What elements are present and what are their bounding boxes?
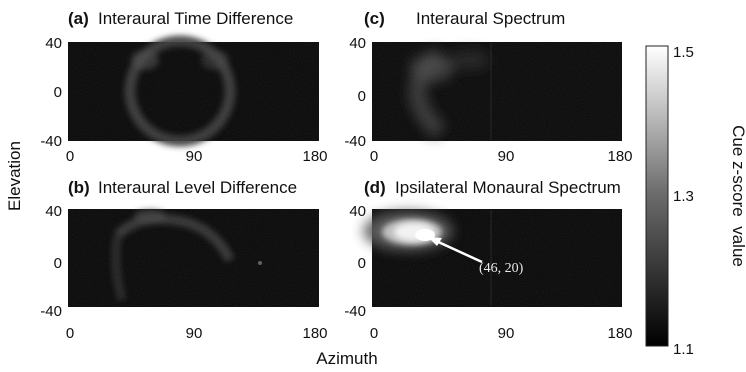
- panel-d-title: Ipsilateral Monaural Spectrum: [395, 178, 621, 197]
- panel-b-letter: (b): [68, 178, 90, 197]
- colorbar-gradient: [645, 45, 669, 347]
- panel-d-ytick-minus40: -40: [344, 303, 366, 320]
- panel-c-ytick-0: 0: [358, 88, 366, 105]
- y-axis-label: Elevation: [5, 141, 24, 211]
- panel-b-ytick-40: 40: [45, 203, 62, 220]
- colorbar-tick-1-5: 1.5: [673, 44, 694, 61]
- panel-d-letter: (d): [364, 178, 386, 197]
- colorbar-label: Cue z-score value: [729, 125, 746, 267]
- panel-c-title: Interaural Spectrum: [416, 9, 565, 28]
- panel-b-ytick-minus40: -40: [40, 303, 62, 320]
- panel-a-ytick-40: 40: [45, 35, 62, 52]
- panel-d-xtick-90: 90: [498, 325, 515, 342]
- panel-c-ytick-40: 40: [349, 35, 366, 52]
- panel-b: (b) Interaural Level Difference 40 0 -40…: [40, 178, 327, 342]
- panel-d-ytick-0: 0: [358, 255, 366, 272]
- colorbar: 1.5 1.3 1.1 Cue z-score value: [645, 44, 746, 358]
- panel-d: (d) Ipsilateral Monaural Spectrum (46, 2…: [344, 178, 632, 342]
- panel-a-xtick-180: 180: [302, 148, 327, 165]
- panel-d-xtick-0: 0: [370, 325, 378, 342]
- panel-c-ytick-minus40: -40: [344, 133, 366, 150]
- panel-a-xtick-90: 90: [186, 148, 203, 165]
- panel-a-title: Interaural Time Difference: [98, 9, 293, 28]
- panel-b-xtick-90: 90: [186, 325, 203, 342]
- panel-a-ytick-minus40: -40: [40, 133, 62, 150]
- panel-a-letter: (a): [68, 9, 89, 28]
- panel-c-xtick-180: 180: [607, 148, 632, 165]
- panel-c-xtick-90: 90: [498, 148, 515, 165]
- panel-b-xtick-180: 180: [302, 325, 327, 342]
- colorbar-tick-1-1: 1.1: [673, 341, 694, 358]
- panel-b-xtick-0: 0: [66, 325, 74, 342]
- peak-arrow-head: [428, 237, 442, 246]
- colorbar-tick-1-3: 1.3: [673, 188, 694, 205]
- peak-arrow-line: [433, 238, 483, 264]
- panel-d-ytick-40: 40: [349, 203, 366, 220]
- panel-d-peak-annotation: (46, 20): [428, 237, 524, 276]
- panel-a-xtick-0: 0: [66, 148, 74, 165]
- panel-b-title: Interaural Level Difference: [98, 178, 297, 197]
- panel-a: (a) Interaural Time Difference 40 0 -40 …: [40, 9, 327, 165]
- peak-label: (46, 20): [479, 261, 524, 276]
- panel-d-xtick-180: 180: [607, 325, 632, 342]
- x-axis-label: Azimuth: [316, 349, 377, 368]
- panel-c: (c) Interaural Spectrum 40 0 -40 0 90 18…: [344, 9, 632, 165]
- panel-b-ytick-0: 0: [54, 255, 62, 272]
- panel-c-xtick-0: 0: [370, 148, 378, 165]
- panel-a-ytick-0: 0: [54, 84, 62, 101]
- panel-c-letter: (c): [364, 9, 385, 28]
